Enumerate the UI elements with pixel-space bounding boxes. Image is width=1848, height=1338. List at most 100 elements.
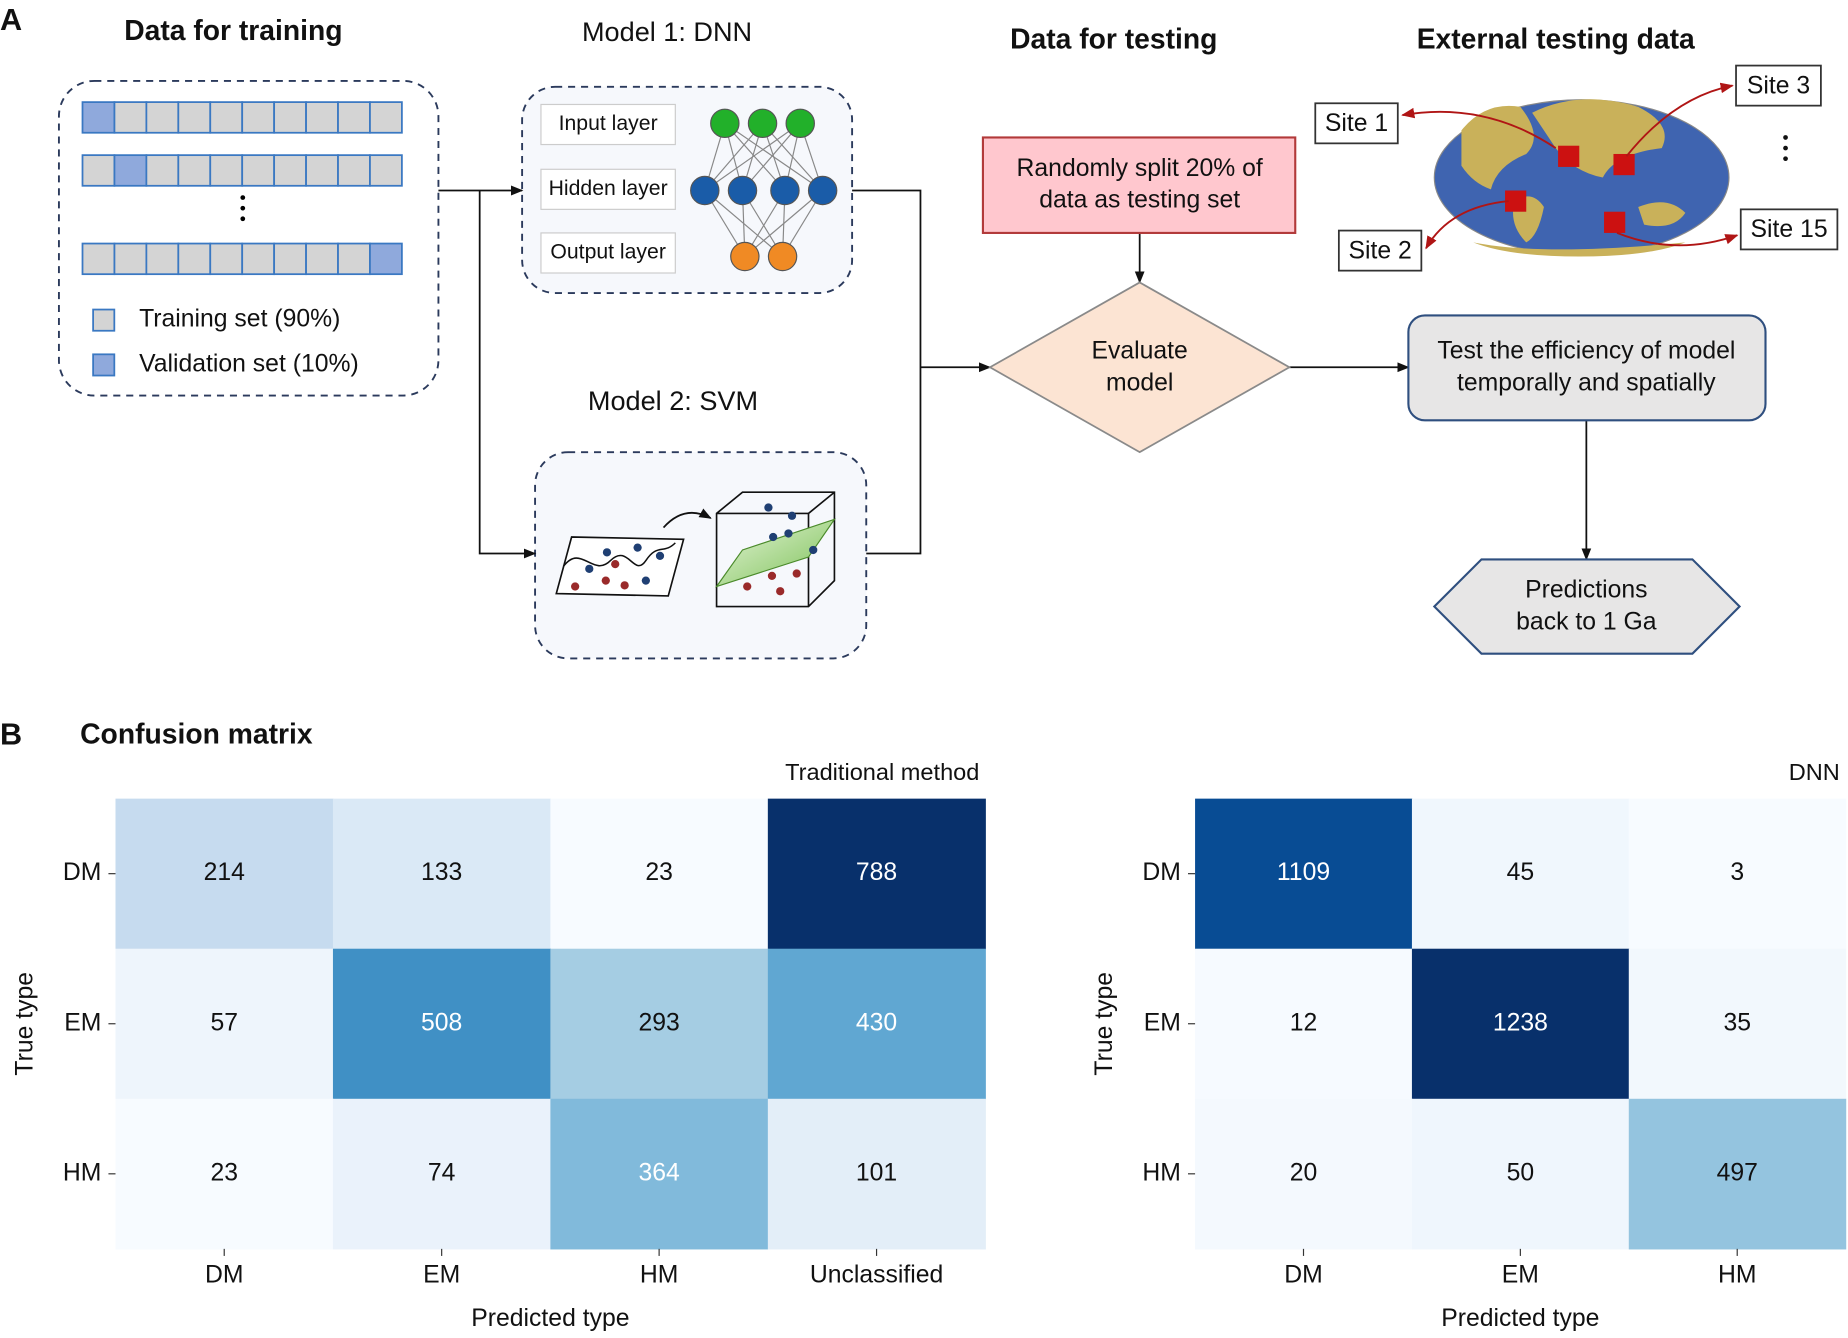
cell — [113, 101, 148, 134]
x-axis-label: Predicted type — [471, 1305, 629, 1332]
heatmap-cell — [1411, 798, 1630, 950]
cell — [337, 154, 371, 187]
cell — [81, 154, 116, 187]
heatmap-cell — [1195, 948, 1413, 1100]
row-label: EM — [1144, 1009, 1181, 1036]
cell-value: 1238 — [1493, 1009, 1548, 1036]
heatmap-cell — [332, 798, 551, 950]
cell — [273, 101, 307, 134]
heatmap-cell — [767, 1098, 986, 1250]
cell-value: 23 — [210, 1159, 238, 1186]
vdots — [240, 195, 246, 222]
row-label: EM — [64, 1009, 101, 1036]
cell-value: 23 — [645, 859, 673, 886]
x-axis-label: Predicted type — [1441, 1305, 1599, 1332]
connectors — [438, 185, 1592, 561]
heatmap-cell — [767, 948, 986, 1100]
site-label: Site 2 — [1348, 237, 1411, 264]
prediction-box — [1432, 558, 1742, 655]
legend-swatch — [92, 308, 116, 332]
world-map — [1401, 82, 1788, 257]
box-text: data as testing set — [1039, 187, 1240, 214]
matrix-title: Traditional method — [785, 759, 979, 785]
box-text: temporally and spatially — [1457, 369, 1716, 396]
cell-value: 3 — [1730, 859, 1744, 886]
edge — [742, 122, 801, 191]
cell-value: 497 — [1717, 1159, 1758, 1186]
heatmap-cell — [1628, 1098, 1847, 1250]
cell — [177, 242, 212, 276]
layer-label: Input layer — [559, 112, 658, 135]
cell-value: 74 — [428, 1159, 456, 1186]
cell — [145, 242, 180, 276]
cell — [273, 154, 307, 187]
heatmap-cell — [550, 1098, 769, 1250]
cell-value: 214 — [204, 859, 246, 886]
cell — [241, 242, 276, 276]
cell — [209, 101, 244, 134]
site-box — [1739, 208, 1839, 251]
cell — [305, 101, 339, 134]
cell — [113, 154, 148, 187]
edge — [724, 122, 786, 191]
row-label: DM — [1142, 859, 1181, 886]
box-text: Test the efficiency of model — [1437, 337, 1735, 364]
node — [730, 241, 760, 272]
column-label: HM — [640, 1261, 679, 1288]
heading: Data for training — [124, 14, 342, 46]
svm-illustration — [555, 491, 836, 608]
site-box — [1735, 64, 1822, 107]
heatmap-cell — [115, 1098, 334, 1250]
cell-value: 508 — [421, 1009, 462, 1036]
cell — [209, 154, 244, 187]
column-label: Unclassified — [810, 1261, 943, 1288]
node — [727, 175, 758, 206]
box-text: Evaluate — [1092, 337, 1188, 364]
cell — [113, 242, 148, 276]
panel-label: B — [0, 717, 22, 751]
cell — [177, 154, 212, 187]
node — [690, 175, 720, 206]
layer-label: Hidden layer — [549, 177, 668, 200]
site-label: Site 1 — [1325, 110, 1388, 137]
cell-value: 45 — [1507, 859, 1535, 886]
heading: Data for testing — [1010, 22, 1217, 54]
y-axis-label: True type — [11, 972, 38, 1076]
node — [807, 175, 838, 206]
column-label: EM — [423, 1261, 460, 1288]
legend-label: Validation set (10%) — [139, 350, 359, 377]
cell-value: 430 — [856, 1009, 897, 1036]
cell-value: 133 — [421, 859, 462, 886]
site-box — [1337, 229, 1423, 272]
heatmap-cell — [550, 948, 769, 1100]
cell-value: 35 — [1723, 1009, 1751, 1036]
heatmap-cell — [332, 948, 551, 1100]
layer-box — [540, 103, 676, 146]
cell — [305, 154, 339, 187]
cell — [369, 242, 403, 276]
column-label: HM — [1718, 1261, 1757, 1288]
cell-value: 101 — [856, 1159, 897, 1186]
cell — [81, 242, 116, 276]
panel-label: A — [0, 3, 22, 37]
layer-box — [540, 168, 676, 210]
legend-swatch — [92, 353, 116, 377]
heatmap-cell — [115, 948, 334, 1100]
box-text: back to 1 Ga — [1516, 609, 1657, 636]
cell — [177, 101, 212, 134]
matrices: Traditional method 214 133 23 788 57 508 293 430… — [11, 759, 1847, 1332]
legend-label: Training set (90%) — [139, 306, 340, 333]
heatmap-cell — [1411, 1098, 1630, 1250]
decision — [988, 281, 1292, 454]
box-text: model — [1106, 369, 1173, 396]
cell — [241, 101, 276, 134]
box-text: Randomly split 20% of — [1017, 155, 1263, 182]
cell — [81, 101, 116, 134]
row-label: HM — [1142, 1159, 1181, 1186]
cell — [209, 242, 244, 276]
cell — [337, 242, 371, 276]
column-label: DM — [205, 1261, 244, 1288]
layer-label: Output layer — [550, 241, 666, 264]
cell — [145, 101, 180, 134]
